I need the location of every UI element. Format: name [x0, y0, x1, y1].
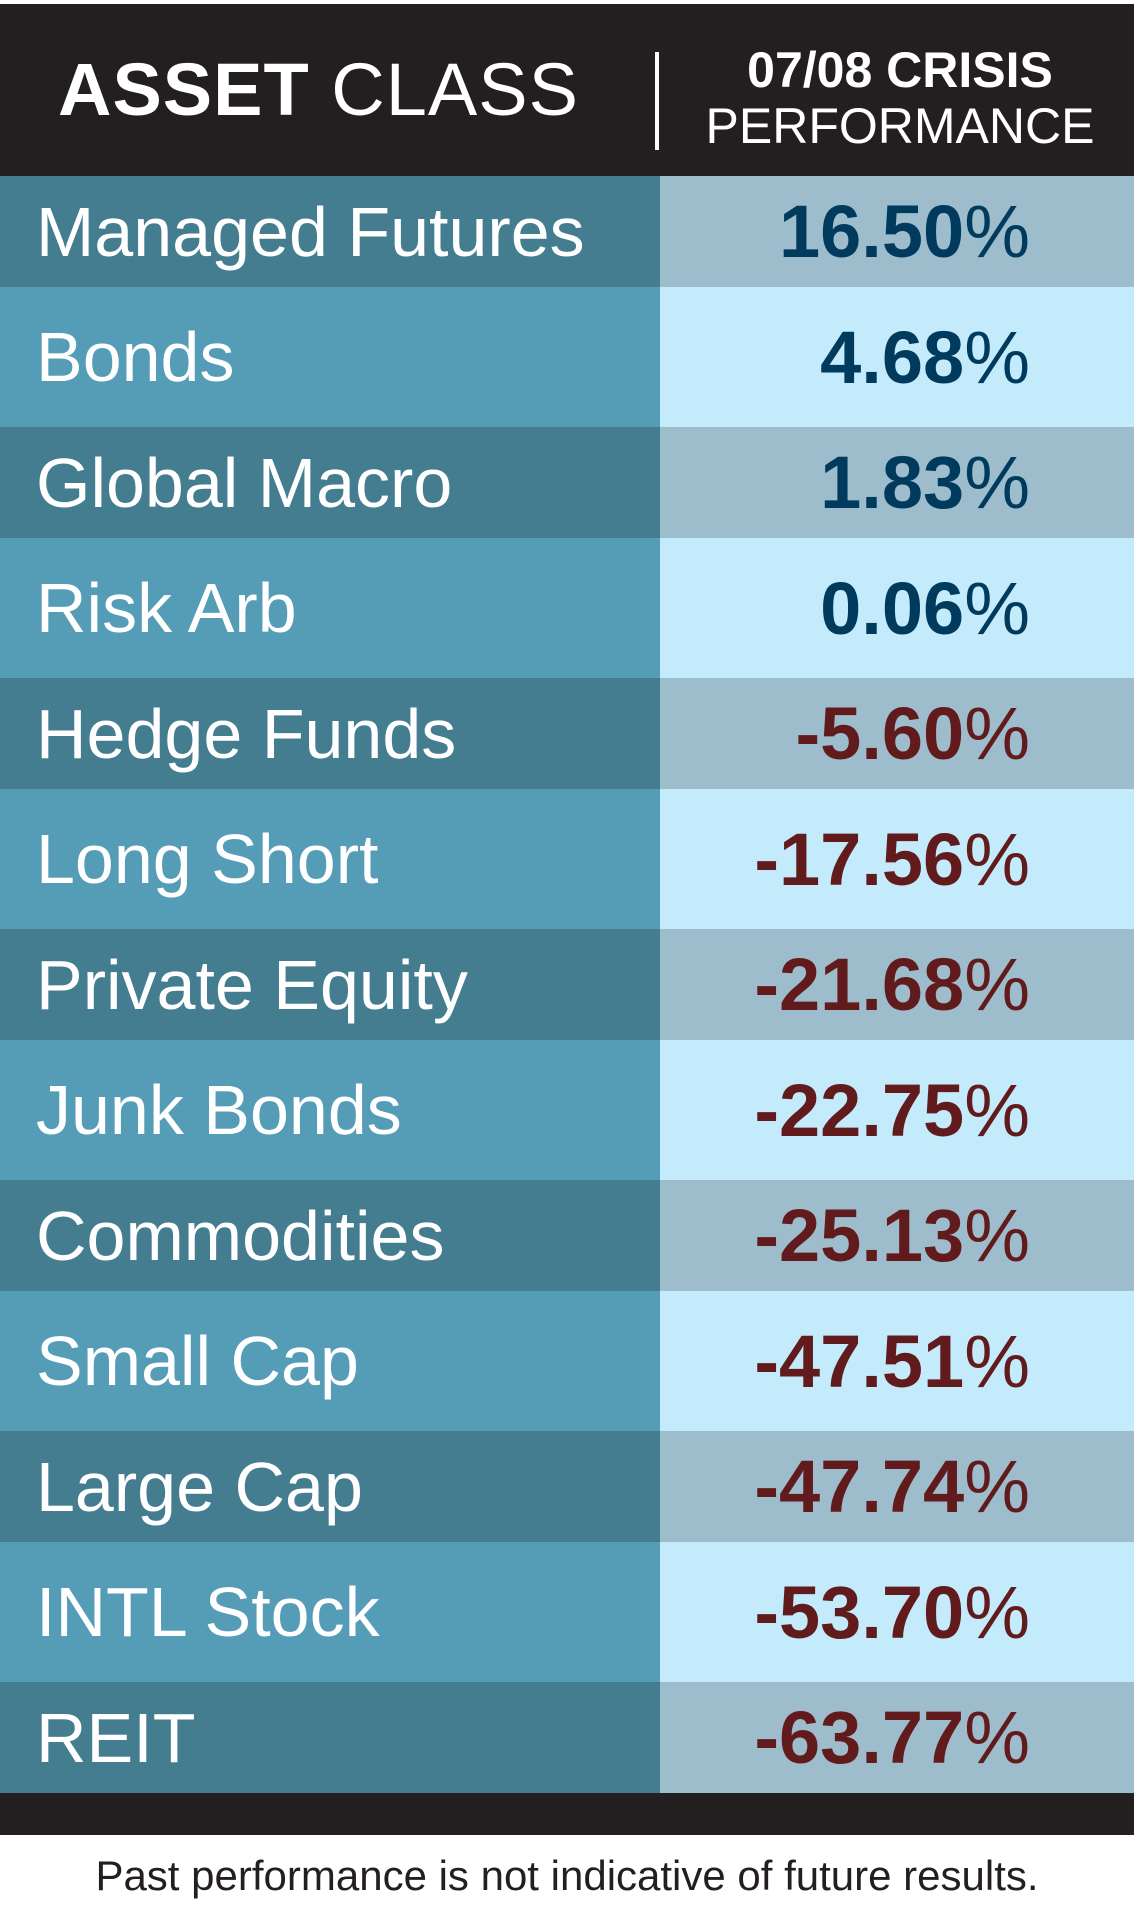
asset-class-label: Hedge Funds	[0, 678, 660, 789]
asset-class-label: Large Cap	[0, 1431, 660, 1542]
percent-sign: %	[964, 1696, 1030, 1779]
table-row: Junk Bonds -22.75%	[0, 1040, 1134, 1180]
percent-sign: %	[964, 1319, 1030, 1403]
table-row: Hedge Funds -5.60%	[0, 678, 1134, 789]
performance-value: -25.13%	[660, 1180, 1134, 1291]
performance-number: -22.75	[754, 1068, 965, 1152]
asset-class-label: INTL Stock	[0, 1542, 660, 1682]
heading-bold: ASSET	[58, 48, 310, 131]
table-row: Commodities -25.13%	[0, 1180, 1134, 1291]
performance-number: 1.83	[820, 441, 965, 524]
percent-sign: %	[964, 692, 1030, 775]
percent-sign: %	[964, 943, 1030, 1026]
asset-class-label: Junk Bonds	[0, 1040, 660, 1180]
table-row: REIT -63.77%	[0, 1682, 1134, 1793]
asset-class-label: Commodities	[0, 1180, 660, 1291]
percent-sign: %	[964, 315, 1030, 399]
asset-class-heading: ASSET CLASS	[58, 50, 579, 130]
percent-sign: %	[964, 817, 1030, 901]
performance-number: -5.60	[795, 692, 965, 775]
performance-number: -47.74	[754, 1445, 965, 1528]
percent-sign: %	[964, 1570, 1030, 1654]
percent-sign: %	[964, 190, 1030, 273]
performance-number: -47.51	[754, 1319, 965, 1403]
performance-value: -21.68%	[660, 929, 1134, 1040]
performance-heading: 07/08 CRISIS PERFORMANCE	[670, 42, 1130, 154]
performance-value: 16.50%	[660, 176, 1134, 287]
table-row: Managed Futures 16.50%	[0, 176, 1134, 287]
asset-class-label: Managed Futures	[0, 176, 660, 287]
performance-value: -47.74%	[660, 1431, 1134, 1542]
table-body: Managed Futures 16.50% Bonds 4.68% Global Ma…	[0, 176, 1134, 1793]
asset-class-label: Global Macro	[0, 427, 660, 538]
performance-value: -17.56%	[660, 789, 1134, 929]
disclaimer: Past performance is not indicative of fu…	[95, 1852, 1039, 1899]
percent-sign: %	[964, 441, 1030, 524]
table-row: Small Cap -47.51%	[0, 1291, 1134, 1431]
asset-class-label: Private Equity	[0, 929, 660, 1040]
asset-class-label: Bonds	[0, 287, 660, 427]
performance-number: -53.70	[754, 1570, 965, 1654]
performance-value: -22.75%	[660, 1040, 1134, 1180]
table-row: Private Equity -21.68%	[0, 929, 1134, 1040]
table-row: Risk Arb 0.06%	[0, 538, 1134, 678]
percent-sign: %	[964, 1194, 1030, 1277]
performance-number: -21.68	[754, 943, 965, 1026]
percent-sign: %	[964, 566, 1030, 650]
performance-value: 4.68%	[660, 287, 1134, 427]
table-row: Bonds 4.68%	[0, 287, 1134, 427]
table-row: Large Cap -47.74%	[0, 1431, 1134, 1542]
performance-value: -53.70%	[660, 1542, 1134, 1682]
asset-class-label: REIT	[0, 1682, 660, 1793]
performance-value: 1.83%	[660, 427, 1134, 538]
performance-value: 0.06%	[660, 538, 1134, 678]
performance-number: 16.50	[779, 190, 965, 273]
performance-number: -25.13	[754, 1194, 965, 1277]
performance-number: 4.68	[820, 315, 965, 399]
performance-value: -63.77%	[660, 1682, 1134, 1793]
performance-number: 0.06	[820, 566, 965, 650]
table-row: Global Macro 1.83%	[0, 427, 1134, 538]
table-row: INTL Stock -53.70%	[0, 1542, 1134, 1682]
table-row: Long Short -17.56%	[0, 789, 1134, 929]
heading-rest: CLASS	[331, 48, 579, 131]
table-header: ASSET CLASS 07/08 CRISIS PERFORMANCE	[0, 4, 1134, 176]
performance-number: -63.77	[754, 1696, 965, 1779]
performance-heading-line2: PERFORMANCE	[705, 98, 1095, 154]
performance-heading-line1: 07/08 CRISIS	[747, 42, 1053, 98]
performance-number: -17.56	[754, 817, 965, 901]
percent-sign: %	[964, 1445, 1030, 1528]
percent-sign: %	[964, 1068, 1030, 1152]
asset-class-label: Risk Arb	[0, 538, 660, 678]
asset-class-table: ASSET CLASS 07/08 CRISIS PERFORMANCE Man…	[0, 4, 1134, 1835]
table-footer-bar	[0, 1793, 1134, 1835]
performance-value: -5.60%	[660, 678, 1134, 789]
asset-class-label: Long Short	[0, 789, 660, 929]
performance-value: -47.51%	[660, 1291, 1134, 1431]
asset-class-label: Small Cap	[0, 1291, 660, 1431]
header-divider	[655, 52, 659, 150]
